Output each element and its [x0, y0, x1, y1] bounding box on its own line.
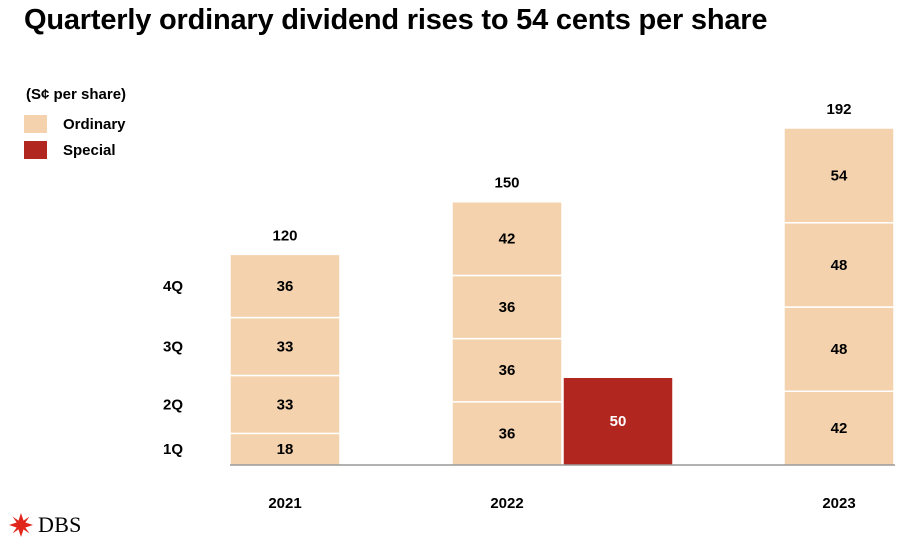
total-label-2022: 150 — [494, 175, 519, 192]
segment-label-2023-1: 42 — [831, 420, 848, 437]
quarter-label-4Q: 4Q — [163, 278, 183, 295]
total-label-2023: 192 — [826, 101, 851, 118]
total-label-2021: 120 — [272, 227, 297, 244]
bar-segment-2022-1 — [451, 401, 563, 466]
dbs-logo: DBS — [8, 512, 82, 538]
dbs-logo-text: DBS — [38, 512, 82, 537]
bar-segment-2021-2 — [229, 374, 341, 435]
x-tick-label-2023: 2023 — [822, 495, 855, 512]
x-tick-label-2022: 2022 — [490, 495, 523, 512]
legend-swatch-special — [24, 141, 47, 159]
segment-label-2023-4: 54 — [831, 167, 848, 184]
segment-label-2023-2: 48 — [831, 341, 848, 358]
page-title: Quarterly ordinary dividend rises to 54 … — [24, 4, 768, 36]
bar-segment-2022-3 — [451, 274, 563, 340]
bar-segment-2021-4 — [229, 253, 341, 319]
segment-label-special-1: 50 — [610, 413, 627, 430]
segment-label-2023-3: 48 — [831, 257, 848, 274]
segment-label-2022-4: 42 — [499, 231, 516, 248]
legend-item-special: Special — [24, 141, 116, 159]
segment-label-2021-1: 18 — [277, 441, 294, 458]
segment-label-2021-3: 33 — [277, 338, 294, 355]
quarter-label-3Q: 3Q — [163, 338, 183, 355]
bar-segment-2021-3 — [229, 316, 341, 377]
bar-segment-2022-2 — [451, 337, 563, 403]
segment-label-2022-2: 36 — [499, 362, 516, 379]
bar-segment-2023-3 — [783, 222, 895, 308]
legend-swatch-ordinary — [24, 115, 47, 133]
dbs-star-icon — [9, 513, 33, 537]
quarter-label-1Q: 1Q — [163, 441, 183, 458]
bar-segment-2021-1 — [229, 432, 341, 466]
legend-label-special: Special — [63, 141, 116, 159]
bar-segment-special-1 — [562, 376, 674, 466]
unit-label: (S¢ per share) — [26, 86, 127, 103]
bar-segment-2023-2 — [783, 306, 895, 393]
segment-label-2022-3: 36 — [499, 299, 516, 316]
bar-segment-2023-4 — [783, 127, 895, 224]
segment-label-2022-1: 36 — [499, 425, 516, 442]
quarter-label-2Q: 2Q — [163, 396, 183, 413]
segment-label-2021-4: 36 — [277, 278, 294, 295]
legend-label-ordinary: Ordinary — [63, 115, 126, 133]
bar-segment-2023-1 — [783, 390, 895, 466]
segment-label-2021-2: 33 — [277, 396, 294, 413]
bar-segment-2022-4 — [451, 200, 563, 277]
x-tick-label-2021: 2021 — [268, 495, 301, 512]
legend-item-ordinary: Ordinary — [24, 115, 126, 133]
